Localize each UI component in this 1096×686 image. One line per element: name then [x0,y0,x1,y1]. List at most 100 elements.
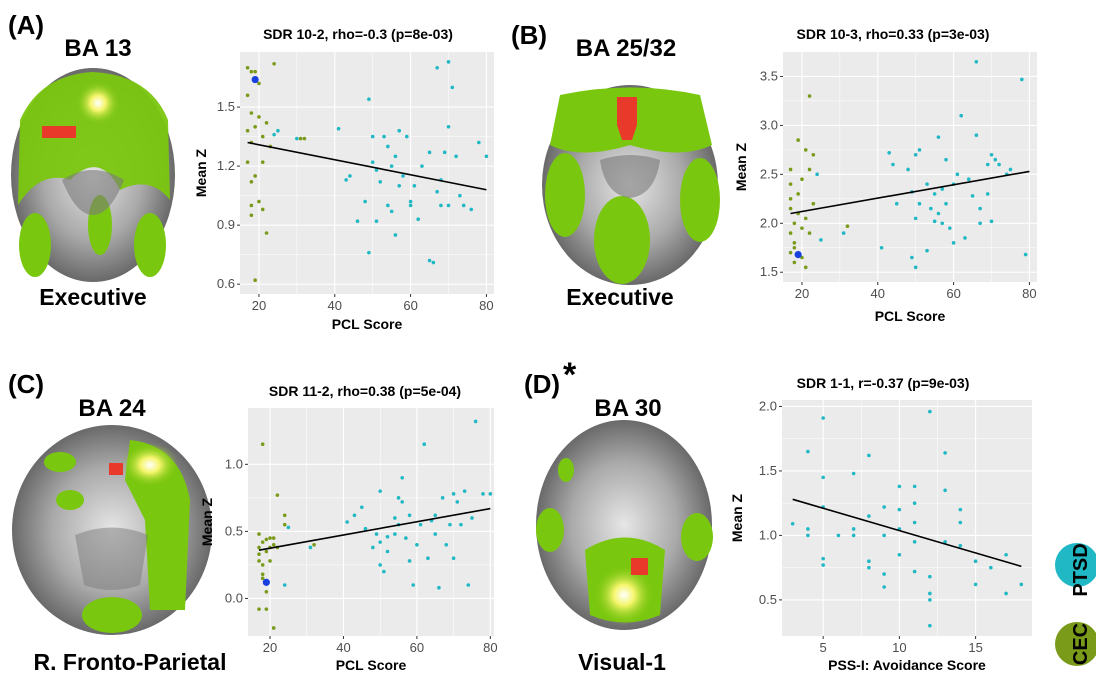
data-point-ptsd [466,583,471,587]
panel-letter-b: (B) [511,20,547,50]
data-point-ptsd [286,525,291,530]
network-label-a: Executive [39,284,146,310]
data-point-ptsd [867,453,871,458]
data-point-ptsd [378,563,382,567]
data-point-ptsd [446,203,451,208]
data-point-ptsd [819,238,823,242]
data-point-ptsd [473,419,478,424]
data-point-ptsd [451,556,456,561]
data-point-ptsd [374,168,379,172]
data-point-ptsd [882,585,886,589]
x-tick-label-d: 5 [820,640,827,655]
data-point-cec [264,589,269,594]
x-tick-label-d: 10 [892,640,906,655]
y-tick-label-c: 0.0 [225,590,243,605]
data-point-ptsd [389,209,394,214]
plot-panel-b [783,52,1037,282]
data-point-ptsd [963,236,967,240]
data-point-ptsd [821,556,825,561]
y-tick-label-b: 2.0 [760,215,778,230]
plot-title-a: SDR 10-2, rho=-0.3 (p=8e-03) [263,26,453,42]
data-point-ptsd [488,492,493,496]
scatter-plot-b: 20 40 60 80 1.5 2.0 2.5 3.0 3.5 [760,52,1037,301]
data-point-ptsd [1004,591,1008,596]
data-point-ptsd [386,144,390,149]
data-point-cec [807,94,812,98]
data-point-ptsd [439,203,443,208]
data-point-ptsd [389,164,394,168]
y-tick-label-d: 2.0 [759,398,777,413]
data-point-ptsd [985,162,990,167]
data-point-ptsd [912,501,917,505]
data-point-cec [811,201,816,206]
network-label-b: Executive [566,284,673,310]
data-point-cec [788,167,793,172]
data-point-ptsd [894,201,899,206]
data-point-ptsd [405,134,409,139]
y-tick-label-d: 0.5 [759,592,777,607]
x-axis-title-c: PCL Score [336,657,407,673]
data-point-cec [788,197,793,201]
y-tick-label-b: 2.5 [760,166,778,181]
plot-title-b: SDR 10-3, rho=0.33 (p=3e-03) [797,26,990,42]
data-point-ptsd [401,174,405,178]
data-point-ptsd [427,150,432,155]
data-point-ptsd [276,128,280,133]
data-point-ptsd [815,172,819,177]
y-axis-title-a: Mean Z [193,148,209,197]
data-point-cec [788,231,793,235]
data-point-ptsd [336,126,341,131]
data-point-ptsd [806,533,810,538]
data-point-ptsd [928,623,932,628]
data-point-ptsd [370,160,375,164]
data-point-ptsd [431,260,436,265]
data-point-cec [257,532,261,536]
regression-line-b [790,170,1030,215]
network-label-d: Visual-1 [578,649,666,675]
data-point-ptsd [910,255,914,260]
data-point-ptsd [450,85,455,90]
data-point-ptsd [841,231,846,235]
x-axis-title-d: PSS-I: Avoidance Score [828,657,986,673]
y-tick-label-b: 1.5 [760,264,778,279]
data-point-cec [800,226,804,230]
data-point-ptsd [448,522,452,527]
data-point-ptsd [882,572,886,576]
data-point-ptsd [427,258,432,263]
data-point-cec [788,250,793,255]
data-point-ptsd [989,152,994,157]
x-tick-label-c: 60 [410,640,424,655]
data-point-ptsd [407,559,412,563]
data-point-ptsd [973,559,978,564]
data-point-cec [260,442,265,447]
x-tick-label-b: 80 [1022,286,1036,301]
data-point-cec [792,245,797,250]
data-point-ptsd [959,113,963,118]
data-point-cec [264,537,269,542]
data-point-cec [271,536,276,540]
data-point-cec [245,93,250,98]
roi-d [631,558,648,575]
data-point-cec [264,607,269,611]
x-tick-label-a: 20 [252,298,266,313]
data-point-ptsd [435,65,439,70]
data-point-ptsd [459,522,463,527]
data-point-cec [792,221,797,226]
data-point-ptsd [940,221,945,226]
data-point-ptsd [958,543,963,548]
scatter-plot-d: 5 10 15 0.5 1.0 1.5 2.0 [759,398,1032,655]
roi-a [42,126,76,138]
data-point-ptsd [925,182,929,186]
data-point-ptsd [913,216,918,221]
data-point-ptsd [917,148,922,152]
data-point-highlight [262,578,270,586]
x-tick-label-a: 80 [479,298,493,313]
data-point-ptsd [973,582,978,587]
data-point-cec [260,540,265,544]
data-point-cec [257,199,261,204]
data-point-ptsd [470,516,474,520]
data-point-cec [803,216,808,221]
data-point-ptsd [1020,77,1024,82]
legend-ptsd-label: PTSD [1070,543,1092,596]
data-point-ptsd [993,157,998,162]
